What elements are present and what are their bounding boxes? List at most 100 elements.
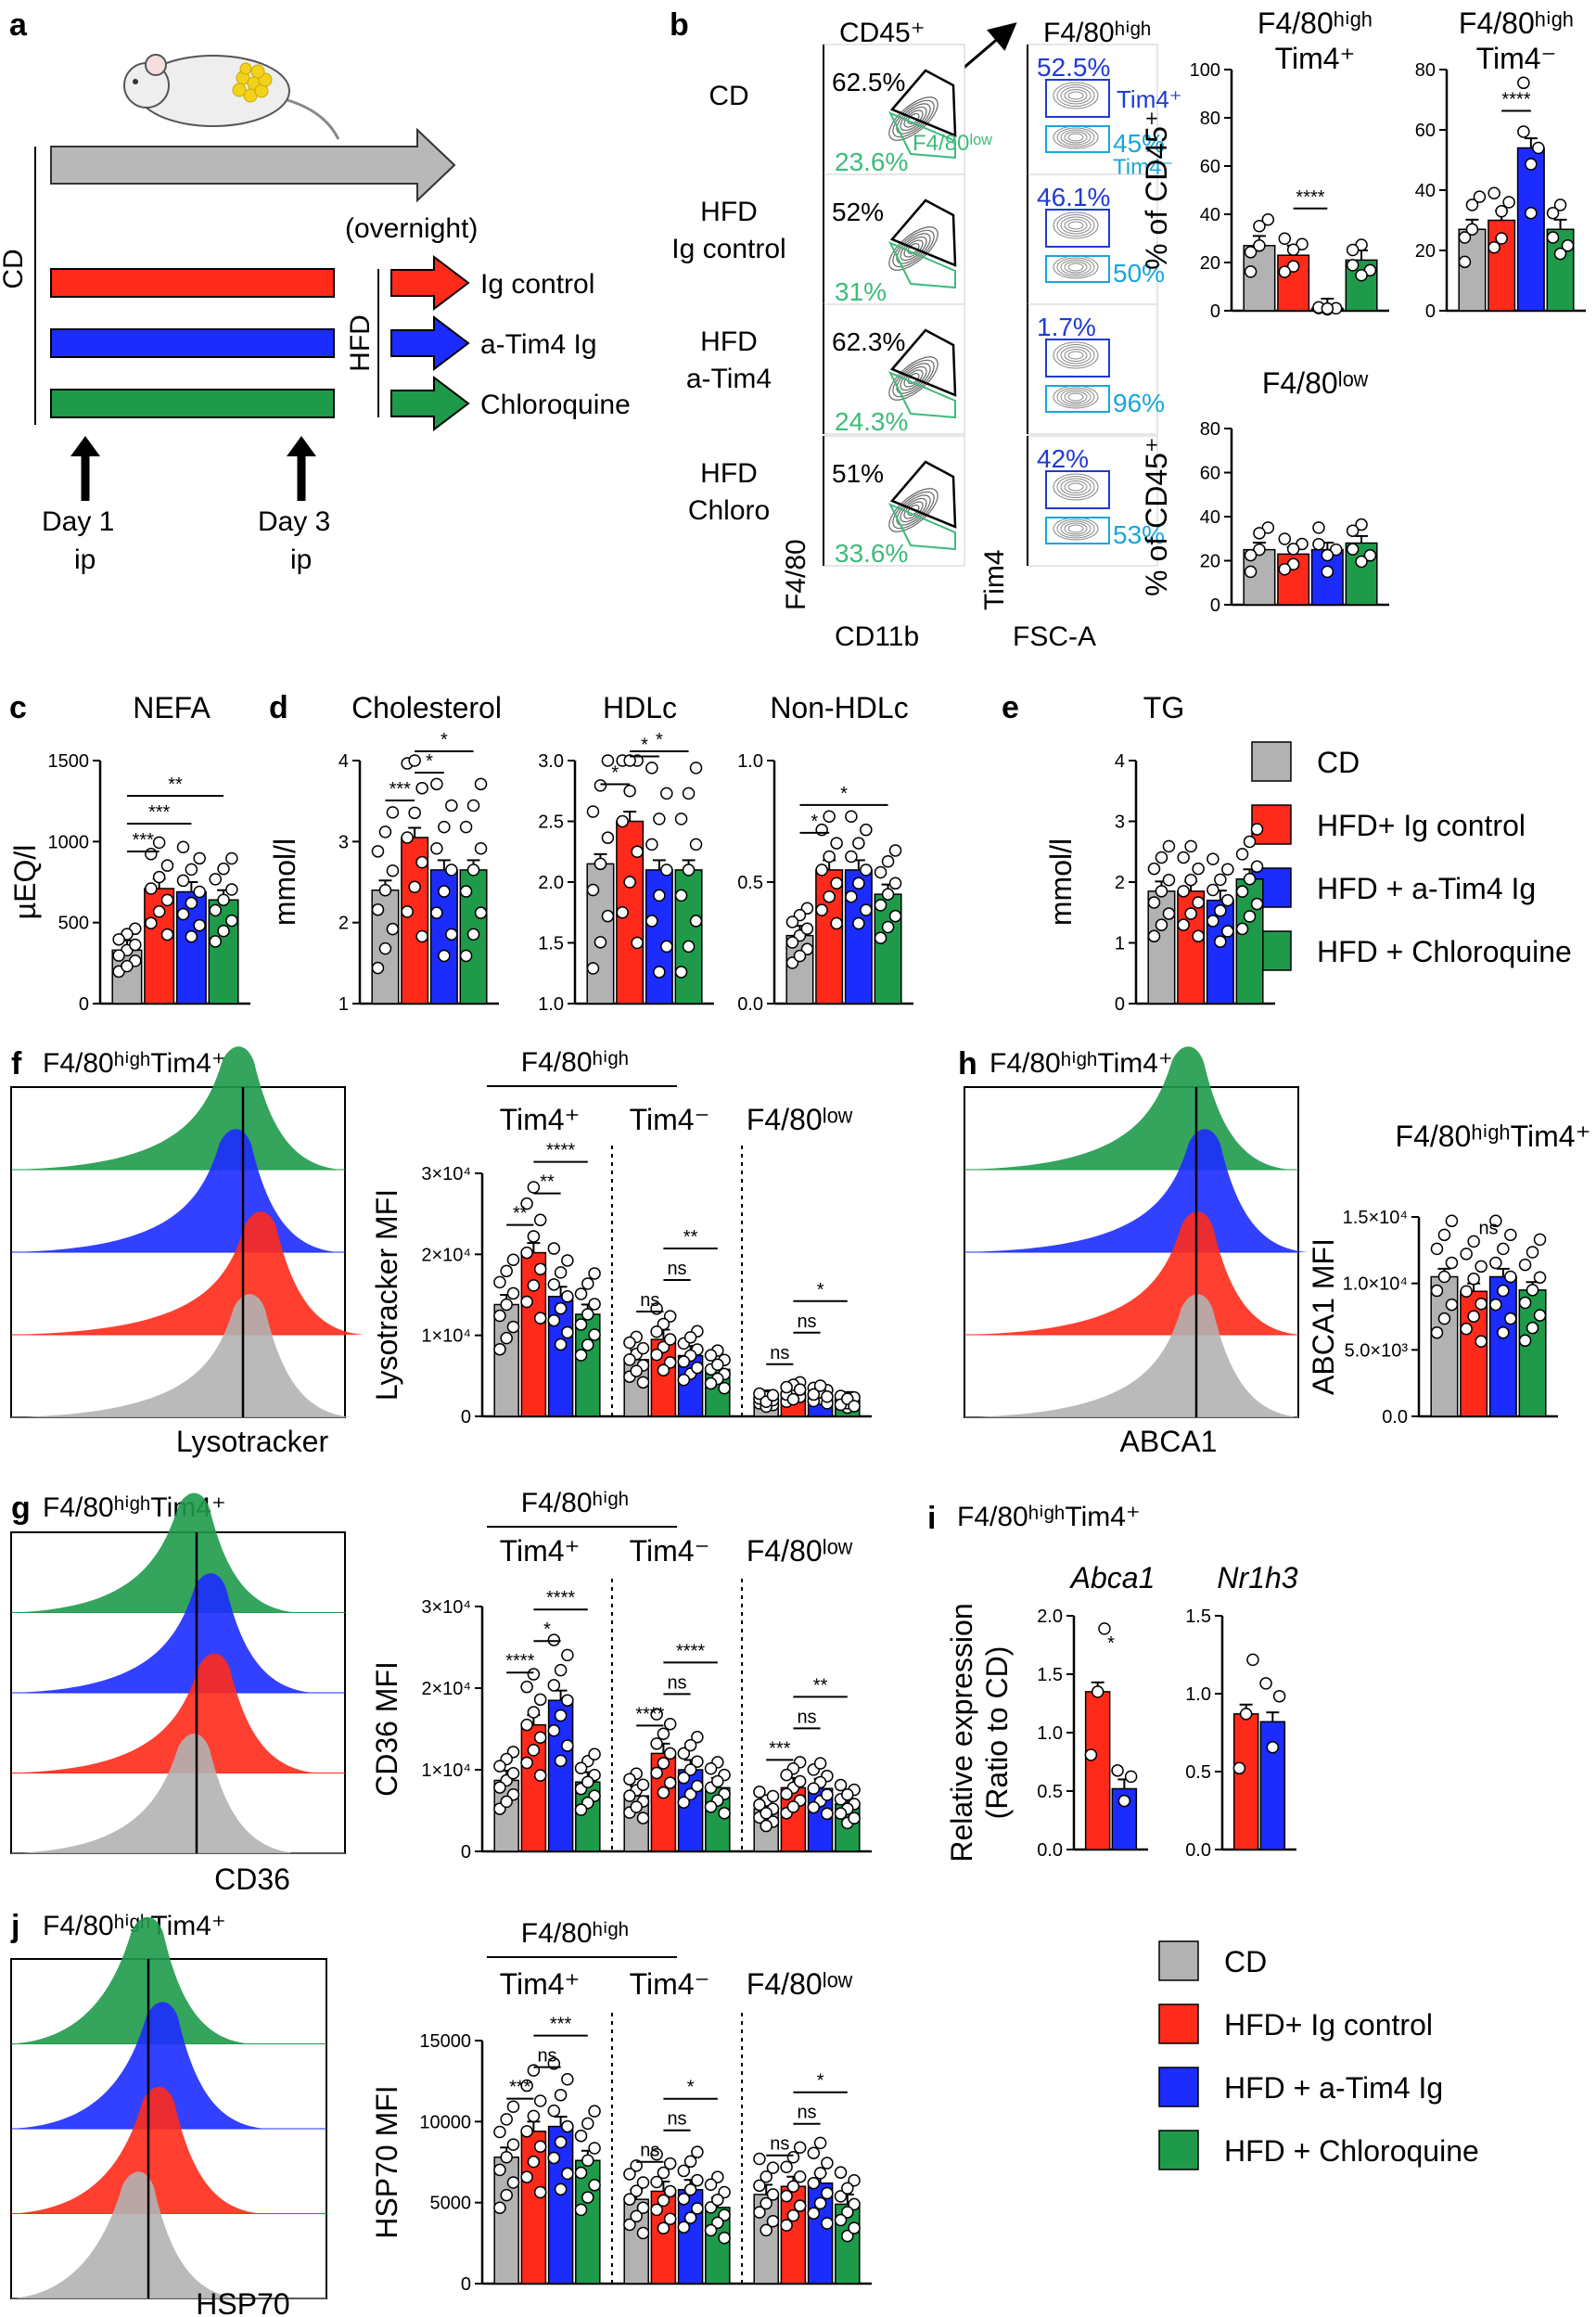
data-point (387, 865, 398, 877)
data-point (379, 885, 390, 896)
data-point (1526, 159, 1537, 170)
data-point (815, 2137, 826, 2148)
y-tick-label: 80 (1200, 419, 1220, 440)
data-point (1356, 270, 1367, 281)
chart-title: NEFA (133, 691, 211, 724)
data-point (589, 2106, 600, 2117)
treatment-arrow-0 (391, 257, 468, 309)
data-point (589, 1329, 600, 1340)
sig-label: ns (667, 1672, 686, 1693)
gate-name-tim4-pos: Tim4⁺ (1117, 85, 1182, 113)
data-point (501, 1265, 512, 1276)
diet-bar-blue (51, 329, 334, 357)
data-point (507, 2101, 518, 2112)
pct-f480-low: 23.6% (835, 147, 908, 176)
bar (521, 1725, 545, 1851)
data-point (1321, 303, 1333, 314)
sig-label: ns (640, 1290, 659, 1311)
data-point (842, 2183, 853, 2194)
data-point (691, 915, 702, 927)
bar (1490, 1277, 1517, 1417)
data-point (461, 886, 472, 897)
data-point (685, 1740, 696, 1751)
data-point (787, 2181, 798, 2192)
chart-g_cd36: F4/80ʰⁱᵍʰ01×10⁴2×10⁴3×10⁴CD36 MFITim4⁺ Ti… (370, 1488, 872, 1863)
data-point (692, 1781, 703, 1792)
data-point (587, 963, 598, 974)
y-tick-label: 80 (1200, 109, 1220, 129)
data-point (676, 813, 687, 825)
chart-d_chol: d Cholesterol1234mmol/l***** (268, 690, 502, 1015)
data-point (646, 915, 658, 927)
data-point (439, 822, 450, 833)
data-point (494, 2164, 505, 2175)
histogram-xlabel: HSP70 (196, 2287, 289, 2317)
data-point (685, 1332, 696, 1343)
sig-label: ** (168, 774, 183, 795)
flow-row-label-2: HFD (700, 326, 758, 357)
data-point (781, 2220, 792, 2231)
data-point (1459, 256, 1470, 267)
data-point (846, 891, 857, 902)
pct-f480-high: 52% (832, 198, 884, 226)
pct-f480-low: 31% (835, 277, 887, 306)
y-axis-label2: (Ratio to CD) (980, 1646, 1014, 1820)
group-label: Tim4⁺ (500, 1967, 581, 2001)
data-point (1112, 1765, 1123, 1776)
y-tick-label: 1.0 (1037, 1723, 1063, 1744)
y-tick-label: 3×10⁴ (421, 1164, 471, 1184)
data-point (786, 916, 798, 928)
data-point (624, 1790, 635, 1801)
data-point (548, 2152, 559, 2163)
y-tick-label: 15000 (419, 2031, 471, 2052)
data-point (476, 843, 487, 854)
chart-b_tim4neg: F4/80ʰⁱᵍʰTim4⁻020406080**** (1415, 6, 1586, 322)
data-point (781, 2191, 792, 2202)
data-point (1254, 528, 1265, 539)
y-tick-label: 0 (1425, 301, 1436, 322)
panel-letter-d: d (269, 690, 288, 725)
data-point (1185, 840, 1196, 851)
data-point (589, 1748, 600, 1760)
chart-title: F4/80ʰⁱᵍʰTim4⁺ (1396, 1120, 1591, 1153)
group-label: Tim4⁻ (630, 1103, 710, 1136)
data-point (1490, 1299, 1501, 1311)
data-point (548, 1243, 559, 1254)
data-point (846, 811, 857, 822)
data-point (822, 1789, 833, 1800)
histogram-xlabel: Lysotracker (176, 1425, 329, 1458)
y-tick-label: 2.5 (538, 813, 564, 833)
legend-bottom: CD HFD+ Ig control HFD + a-Tim4 Ig HFD + Ch… (1159, 1941, 1479, 2170)
data-point (801, 923, 812, 934)
data-point (1279, 266, 1290, 277)
data-point (836, 1780, 847, 1791)
data-point (861, 825, 872, 836)
data-point (194, 886, 205, 897)
histogram-xlabel: CD36 (214, 1863, 290, 1896)
chart-title: HDLc (603, 691, 677, 724)
legend-label-3: HFD + Chloroquine (1317, 935, 1572, 968)
data-point (808, 2208, 819, 2219)
histogram-title: F4/80ʰⁱᵍʰTim4⁺ (990, 1048, 1173, 1079)
chart-i_nr1h3: Nr1h30.00.51.01.5 (1185, 1561, 1298, 1861)
data-point (226, 884, 237, 895)
sig-label: * (817, 2071, 824, 2092)
data-point (178, 841, 189, 852)
y-tick-label: 0 (1210, 301, 1220, 322)
data-point (1496, 206, 1507, 217)
data-point (576, 2204, 587, 2215)
data-point (218, 926, 229, 937)
sig-label: *** (769, 1738, 791, 1759)
y-tick-label: 1.5 (538, 934, 564, 954)
y-axis-label: % of CD45⁺ (1140, 437, 1173, 596)
data-point (822, 1808, 833, 1819)
data-point (861, 904, 872, 915)
data-point (521, 2171, 532, 2183)
chart-title: F4/80ʰⁱᵍʰ (521, 1488, 629, 1518)
data-point (1535, 1272, 1546, 1283)
y-tick-label: 1000 (48, 832, 90, 852)
y-tick-label: 3 (1115, 813, 1125, 833)
data-point (521, 1720, 532, 1731)
data-point (468, 928, 479, 940)
diet-bar-green (51, 390, 334, 417)
